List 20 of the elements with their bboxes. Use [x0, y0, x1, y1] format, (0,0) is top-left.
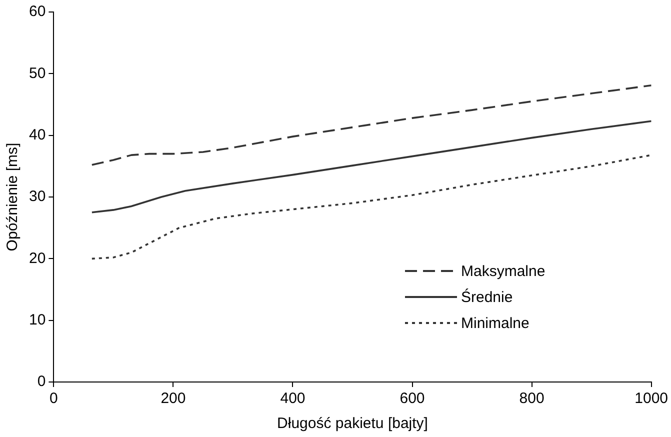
x-tick-label: 0 — [50, 390, 58, 408]
y-tick-label: 40 — [28, 126, 46, 144]
legend-label: Średnie — [461, 288, 513, 306]
y-tick-label: 50 — [28, 64, 46, 82]
line-series — [91, 84, 652, 166]
legend-label: Minimalne — [461, 314, 530, 332]
y-tick-label: 10 — [28, 311, 46, 328]
legend-label: Maksymalne — [461, 262, 546, 280]
y-axis-title: Opóźnienie [ms] — [4, 142, 22, 252]
y-tick-label: 20 — [28, 250, 46, 267]
y-tick-label: 60 — [28, 3, 46, 20]
x-tick-label: 400 — [280, 390, 306, 408]
x-tick-label: 600 — [400, 390, 425, 408]
y-tick-label: 30 — [28, 188, 46, 206]
y-tick-label: 0 — [37, 373, 46, 390]
x-tick-label: 800 — [519, 390, 544, 408]
line-series — [91, 154, 652, 260]
x-tick-label: 1000 — [634, 390, 668, 408]
x-axis-title: Długość pakietu [bajty] — [277, 415, 428, 432]
x-tick-label: 200 — [160, 390, 186, 408]
